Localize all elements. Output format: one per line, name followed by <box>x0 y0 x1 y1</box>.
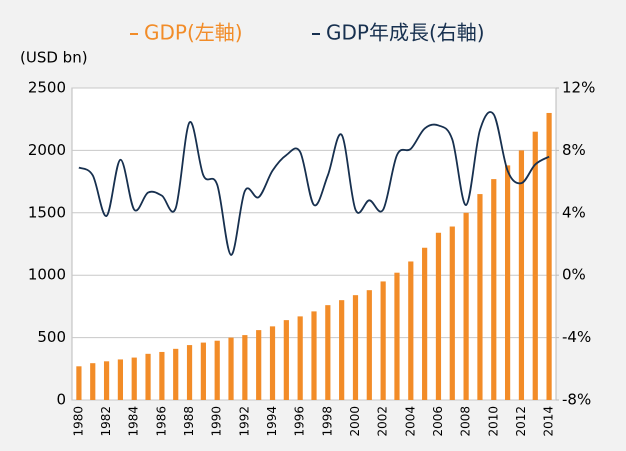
x-tick-label: 2010 <box>486 406 500 437</box>
bar <box>117 359 123 400</box>
bar <box>505 165 511 400</box>
x-tick-label: 1984 <box>127 406 141 437</box>
bar <box>145 353 151 400</box>
y-tick-label: 0 <box>56 391 66 409</box>
line <box>78 111 550 256</box>
bar <box>366 290 372 400</box>
x-tick-label: 1982 <box>99 406 113 437</box>
x-tick-label: 1980 <box>71 406 85 437</box>
bar <box>283 320 289 400</box>
bar <box>256 330 262 400</box>
bar <box>214 340 220 400</box>
y2-tick-label: 4% <box>562 203 586 221</box>
x-tick-label: 1986 <box>154 406 168 437</box>
bar <box>90 363 96 400</box>
x-tick-label: 1998 <box>320 406 334 437</box>
y-axis-label: (USD bn) <box>20 49 88 67</box>
bar <box>269 326 276 400</box>
y-tick-label: 500 <box>37 328 66 346</box>
bar <box>242 335 248 400</box>
bar <box>408 261 414 400</box>
bar <box>518 150 525 400</box>
bar <box>394 272 400 400</box>
bar <box>380 281 386 400</box>
bar <box>159 351 165 400</box>
bar <box>435 232 442 400</box>
y-tick-label: 2500 <box>28 79 66 97</box>
bar <box>449 226 455 400</box>
bar <box>352 295 359 400</box>
legend-label: GDP(左軸) <box>144 21 243 45</box>
bar <box>532 131 538 400</box>
x-tick-label: 1992 <box>237 406 251 437</box>
x-tick-label: 2012 <box>514 406 528 437</box>
y2-tick-label: 12% <box>562 79 595 97</box>
y-tick-label: 2000 <box>28 141 66 159</box>
bar <box>325 305 331 400</box>
x-tick-label: 1988 <box>182 406 196 437</box>
legend-label: GDP年成長(右軸) <box>326 21 485 45</box>
x-tick-label: 1990 <box>210 406 224 437</box>
x-tick-label: 2004 <box>403 406 417 437</box>
x-tick-label: 2000 <box>348 406 362 437</box>
y-tick-label: 1500 <box>28 203 66 221</box>
y2-tick-label: -4% <box>562 328 591 346</box>
x-tick-label: 2014 <box>542 406 556 437</box>
bar <box>311 311 317 400</box>
bar <box>422 247 428 400</box>
x-tick-label: 1994 <box>265 406 279 437</box>
x-tick-label: 1996 <box>293 406 307 437</box>
bar <box>228 337 234 400</box>
bar <box>477 194 483 400</box>
bar <box>546 112 552 401</box>
x-tick-label: 2006 <box>431 406 445 437</box>
bar <box>200 342 206 400</box>
x-tick-label: 2008 <box>459 406 473 437</box>
bar <box>131 357 137 400</box>
bar <box>297 316 303 400</box>
bar <box>76 366 82 400</box>
y-tick-label: 1000 <box>28 266 66 284</box>
x-tick-label: 2002 <box>376 406 390 437</box>
y2-tick-label: 0% <box>562 266 586 284</box>
bar <box>463 212 469 400</box>
bar <box>103 361 110 400</box>
bar <box>339 300 345 400</box>
bar <box>173 348 179 400</box>
y2-tick-label: -8% <box>562 391 591 409</box>
y2-tick-label: 8% <box>562 141 586 159</box>
bar <box>186 345 193 400</box>
bar <box>491 179 497 400</box>
